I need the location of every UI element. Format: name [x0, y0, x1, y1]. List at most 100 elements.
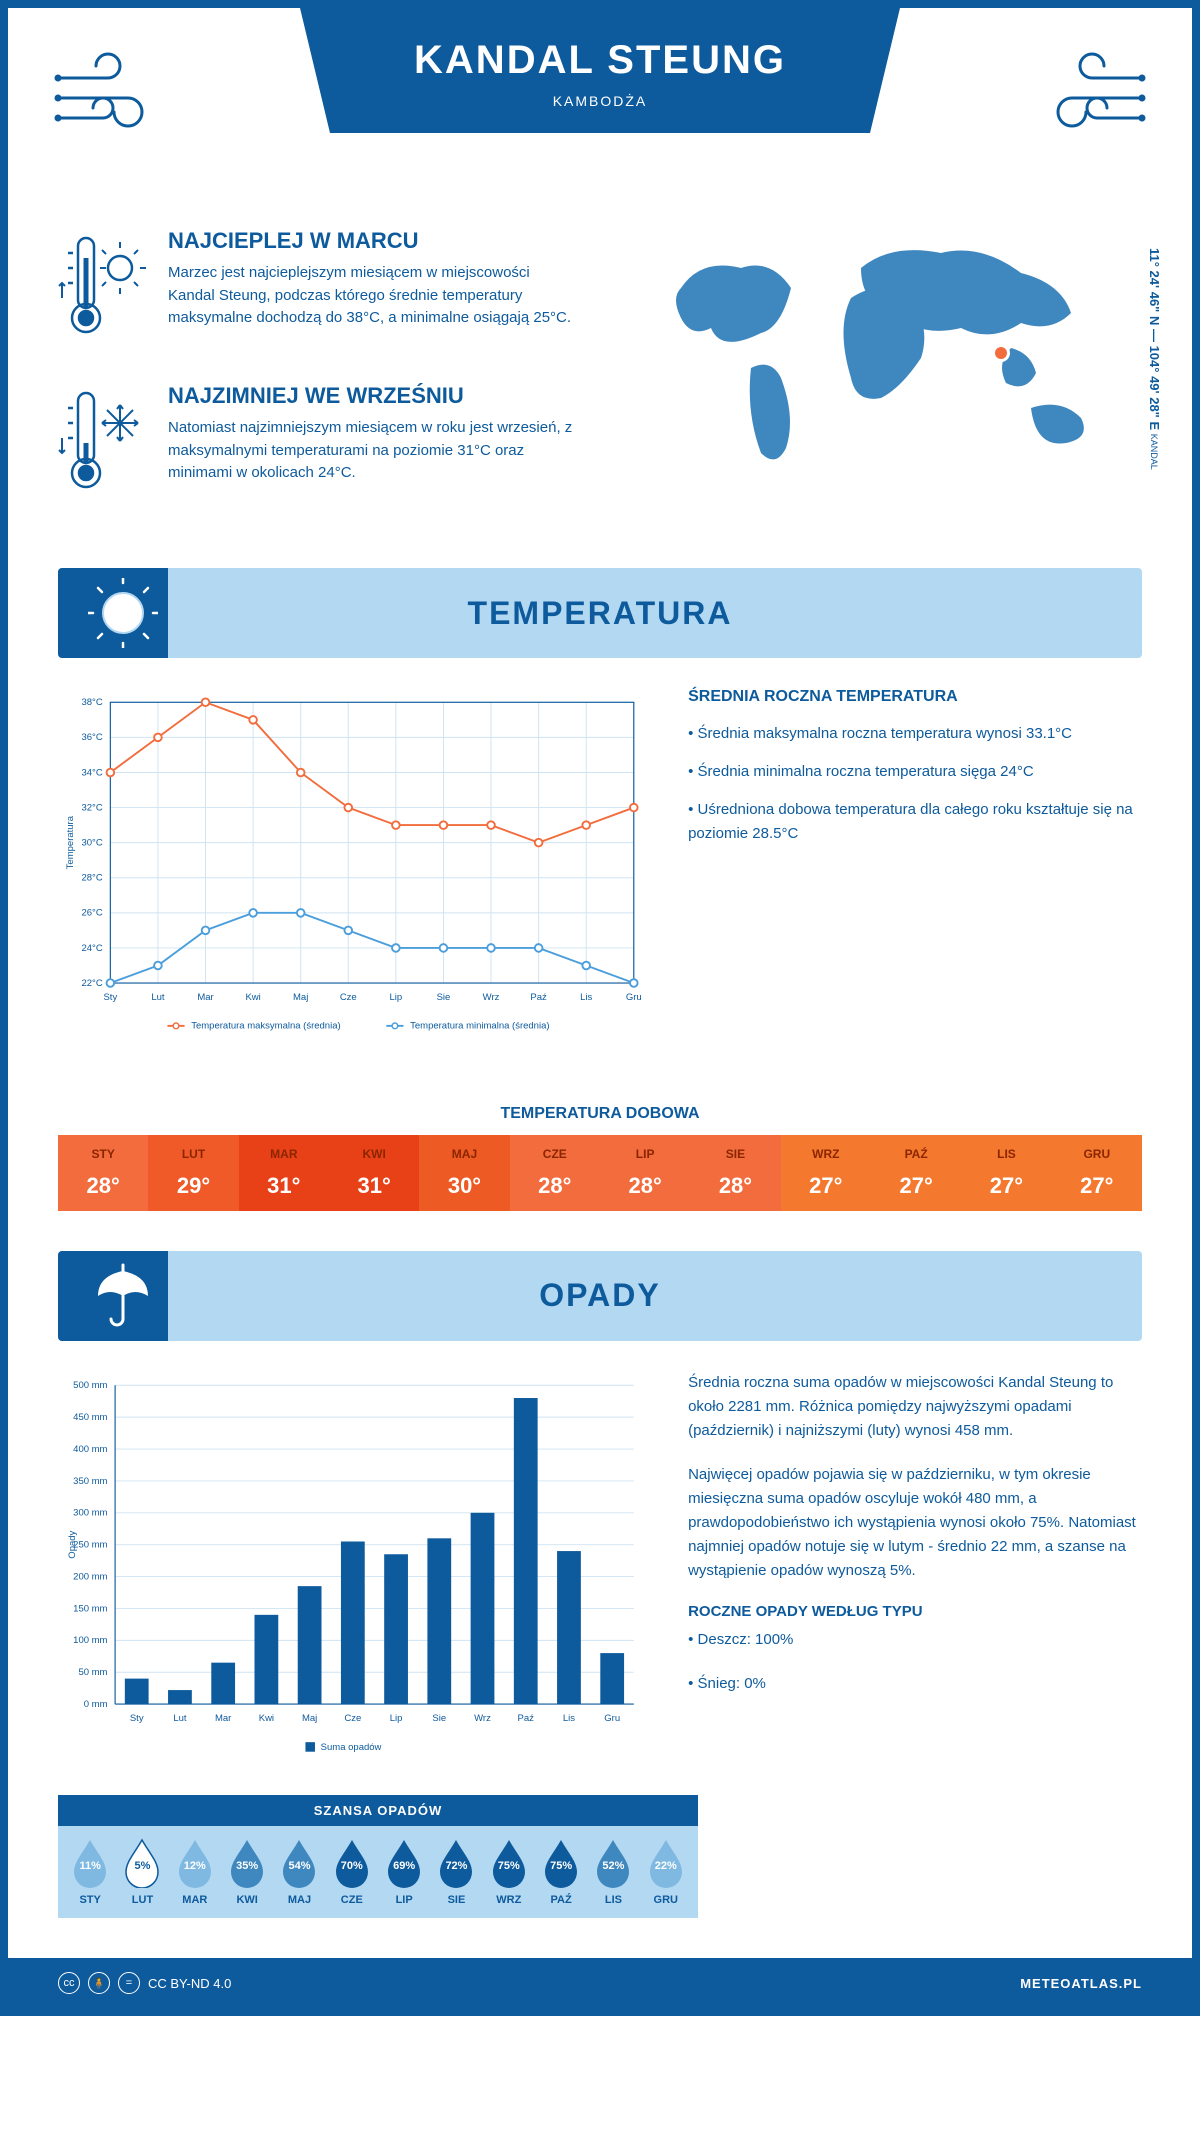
- hottest-heading: NAJCIEPLEJ W MARCU: [168, 228, 580, 254]
- footer: cc 🧍 = CC BY-ND 4.0 METEOATLAS.PL: [8, 1958, 1192, 2008]
- drop-icon: 35%: [227, 1838, 267, 1888]
- site-name: METEOATLAS.PL: [1020, 1976, 1142, 1991]
- daily-temp-title: TEMPERATURA DOBOWA: [8, 1105, 1192, 1123]
- drop-icon: 52%: [593, 1838, 633, 1888]
- temperature-summary: ŚREDNIA ROCZNA TEMPERATURA • Średnia mak…: [688, 688, 1142, 1055]
- hottest-body: Marzec jest najcieplejszym miesiącem w m…: [168, 262, 580, 330]
- svg-text:50 mm: 50 mm: [78, 1667, 107, 1678]
- svg-text:Lut: Lut: [151, 992, 165, 1003]
- cc-icon: cc: [58, 1972, 80, 1994]
- coldest-info: NAJZIMNIEJ WE WRZEŚNIU Natomiast najzimn…: [58, 383, 580, 508]
- precip-type-title: ROCZNE OPADY WEDŁUG TYPU: [688, 1603, 1142, 1620]
- svg-text:Mar: Mar: [197, 992, 213, 1003]
- wind-icon: [48, 38, 168, 158]
- chance-cell: 11% STY: [64, 1838, 116, 1906]
- svg-text:Opady: Opady: [67, 1530, 78, 1558]
- svg-text:28°C: 28°C: [81, 873, 102, 884]
- svg-text:26°C: 26°C: [81, 908, 102, 919]
- precipitation-header: OPADY: [58, 1251, 1142, 1341]
- drop-icon: 5%: [122, 1838, 162, 1888]
- chance-cell: 5% LUT: [116, 1838, 168, 1906]
- svg-text:Lut: Lut: [173, 1713, 187, 1724]
- drop-icon: 69%: [384, 1838, 424, 1888]
- svg-text:36°C: 36°C: [81, 732, 102, 743]
- daily-temp-cell: STY28°: [58, 1135, 148, 1211]
- svg-text:Kwi: Kwi: [245, 992, 260, 1003]
- precip-text: Średnia roczna suma opadów w miejscowośc…: [688, 1371, 1142, 1443]
- chance-cell: 70% CZE: [326, 1838, 378, 1906]
- page-title: KANDAL STEUNG: [320, 38, 880, 83]
- daily-temp-cell: SIE28°: [690, 1135, 780, 1211]
- by-icon: 🧍: [88, 1972, 110, 1994]
- daily-temp-cell: LIS27°: [961, 1135, 1051, 1211]
- svg-text:Cze: Cze: [344, 1713, 361, 1724]
- svg-text:500 mm: 500 mm: [73, 1380, 107, 1391]
- intro-section: NAJCIEPLEJ W MARCU Marzec jest najcieple…: [8, 208, 1192, 568]
- svg-text:Wrz: Wrz: [483, 992, 500, 1003]
- thermometer-cold-icon: [58, 383, 148, 508]
- svg-text:Sie: Sie: [432, 1713, 446, 1724]
- coldest-body: Natomiast najzimniejszym miesiącem w rok…: [168, 417, 580, 485]
- chance-cell: 22% GRU: [640, 1838, 692, 1906]
- daily-temp-cell: LIP28°: [600, 1135, 690, 1211]
- svg-text:Lis: Lis: [563, 1713, 575, 1724]
- svg-text:Cze: Cze: [340, 992, 357, 1003]
- svg-text:Temperatura: Temperatura: [65, 815, 76, 869]
- precipitation-summary: Średnia roczna suma opadów w miejscowośc…: [688, 1371, 1142, 1776]
- drop-icon: 75%: [489, 1838, 529, 1888]
- drop-icon: 75%: [541, 1838, 581, 1888]
- svg-text:Sty: Sty: [103, 992, 117, 1003]
- svg-text:100 mm: 100 mm: [73, 1635, 107, 1646]
- coordinates: 11° 24' 46" N — 104° 49' 28" E KANDAL: [1147, 248, 1162, 470]
- precip-type-bullet: • Śnieg: 0%: [688, 1672, 1142, 1696]
- svg-text:250 mm: 250 mm: [73, 1539, 107, 1550]
- chance-cell: 52% LIS: [587, 1838, 639, 1906]
- license-text: CC BY-ND 4.0: [148, 1976, 231, 1991]
- svg-text:450 mm: 450 mm: [73, 1412, 107, 1423]
- chance-cell: 72% SIE: [430, 1838, 482, 1906]
- precip-text: Najwięcej opadów pojawia się w październ…: [688, 1463, 1142, 1583]
- svg-text:Sty: Sty: [130, 1713, 144, 1724]
- drop-icon: 54%: [279, 1838, 319, 1888]
- daily-temp-cell: WRZ27°: [781, 1135, 871, 1211]
- daily-temp-cell: MAR31°: [239, 1135, 329, 1211]
- svg-text:Maj: Maj: [302, 1713, 317, 1724]
- svg-text:30°C: 30°C: [81, 838, 102, 849]
- svg-text:Lis: Lis: [580, 992, 592, 1003]
- daily-temp-cell: KWI31°: [329, 1135, 419, 1211]
- temperature-line-chart: 22°C24°C26°C28°C30°C32°C34°C36°C38°CStyL…: [58, 688, 648, 1055]
- hottest-info: NAJCIEPLEJ W MARCU Marzec jest najcieple…: [58, 228, 580, 353]
- svg-text:Paź: Paź: [530, 992, 547, 1003]
- drop-icon: 12%: [175, 1838, 215, 1888]
- daily-temp-cell: MAJ30°: [419, 1135, 509, 1211]
- temp-bullet: • Średnia minimalna roczna temperatura s…: [688, 760, 1142, 784]
- daily-temp-cell: GRU27°: [1052, 1135, 1142, 1211]
- umbrella-icon: [88, 1261, 158, 1331]
- svg-text:350 mm: 350 mm: [73, 1475, 107, 1486]
- precip-type-bullet: • Deszcz: 100%: [688, 1628, 1142, 1652]
- drop-icon: 70%: [332, 1838, 372, 1888]
- daily-temp-cell: PAŹ27°: [871, 1135, 961, 1211]
- page-subtitle: KAMBODŻA: [320, 93, 880, 109]
- temperature-header: TEMPERATURA: [58, 568, 1142, 658]
- coldest-heading: NAJZIMNIEJ WE WRZEŚNIU: [168, 383, 580, 409]
- chance-cell: 54% MAJ: [273, 1838, 325, 1906]
- drop-icon: 22%: [646, 1838, 686, 1888]
- svg-text:32°C: 32°C: [81, 802, 102, 813]
- chance-cell: 75% PAŹ: [535, 1838, 587, 1906]
- daily-temp-table: STY28°LUT29°MAR31°KWI31°MAJ30°CZE28°LIP2…: [58, 1135, 1142, 1211]
- svg-text:150 mm: 150 mm: [73, 1603, 107, 1614]
- drop-icon: 72%: [436, 1838, 476, 1888]
- header: KANDAL STEUNG KAMBODŻA: [8, 8, 1192, 208]
- section-title: OPADY: [539, 1277, 660, 1314]
- temp-bullet: • Średnia maksymalna roczna temperatura …: [688, 722, 1142, 746]
- svg-text:Paź: Paź: [518, 1713, 535, 1724]
- svg-text:Lip: Lip: [390, 1713, 403, 1724]
- title-banner: KANDAL STEUNG KAMBODŻA: [300, 8, 900, 133]
- svg-text:Temperatura maksymalna (średni: Temperatura maksymalna (średnia): [191, 1021, 340, 1032]
- svg-text:Lip: Lip: [390, 992, 403, 1003]
- chance-cell: 69% LIP: [378, 1838, 430, 1906]
- chance-title: SZANSA OPADÓW: [58, 1795, 698, 1826]
- svg-text:200 mm: 200 mm: [73, 1571, 107, 1582]
- svg-text:38°C: 38°C: [81, 697, 102, 708]
